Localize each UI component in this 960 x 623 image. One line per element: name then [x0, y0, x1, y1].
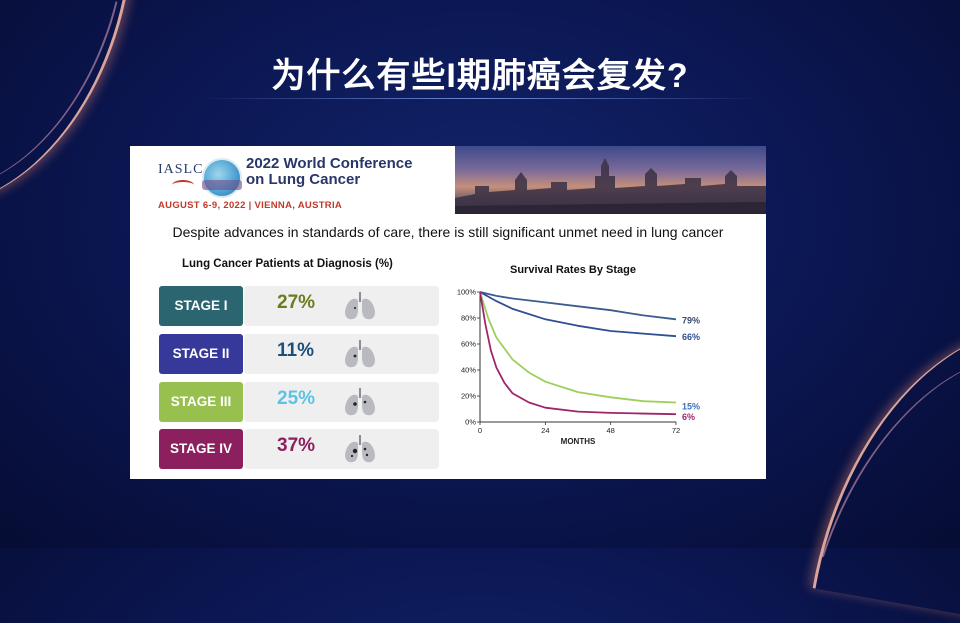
series-end-label: 79% [682, 315, 700, 325]
y-tick-label: 100% [457, 288, 477, 297]
embedded-slide-panel: IASLC 2022 World Conference on Lung Canc… [130, 146, 766, 479]
y-tick-label: 0% [465, 418, 476, 427]
x-tick-label: 48 [606, 426, 614, 435]
y-tick-label: 20% [461, 392, 476, 401]
y-tick-label: 40% [461, 366, 476, 375]
title-divider [198, 98, 762, 99]
x-tick-label: 24 [541, 426, 549, 435]
slide-subtitle: Despite advances in standards of care, t… [172, 224, 724, 240]
lung-icon [345, 388, 375, 416]
globe-icon [202, 158, 242, 198]
stage-label: STAGE III [159, 382, 243, 422]
stage-row-background [244, 286, 439, 326]
x-tick-label: 72 [672, 426, 680, 435]
decorative-swoosh [0, 0, 131, 232]
iaslc-wordmark: IASLC [158, 162, 204, 177]
slide-title: 为什么有些I期肺癌会复发? [271, 57, 689, 95]
stage-row-background [244, 334, 439, 374]
lung-icon [345, 435, 375, 463]
ribbon-icon [172, 180, 194, 190]
conference-logo: IASLC 2022 World Conference on Lung Canc… [158, 152, 418, 212]
stage-label: STAGE IV [159, 429, 243, 469]
stage-row: STAGE III 25% [159, 382, 439, 424]
diagnosis-heading: Lung Cancer Patients at Diagnosis (%) [182, 258, 393, 270]
y-tick-label: 80% [461, 314, 476, 323]
stage-row-background [244, 429, 439, 469]
globe-band [202, 180, 242, 190]
series-end-label: 66% [682, 332, 700, 342]
series-line [479, 291, 677, 416]
stage-row: STAGE I 27% [159, 286, 439, 328]
stage-percent: 11% [277, 340, 314, 361]
lung-icon [345, 340, 375, 368]
x-axis-title: MONTHS [561, 437, 596, 446]
city-skyline [455, 158, 766, 214]
x-tick-label: 0 [478, 426, 482, 435]
chart-title: Survival Rates By Stage [510, 264, 636, 276]
series-end-label: 6% [682, 412, 695, 422]
lung-icon [345, 292, 375, 320]
stage-percent: 27% [277, 292, 316, 313]
survival-chart: 0% 20% 40% 60% 80% 100% 0 24 48 72 MONTHS 79% 66% 15%… [457, 288, 700, 447]
stage-row-background [244, 382, 439, 422]
stage-label: STAGE I [159, 286, 243, 326]
series-line [479, 291, 677, 338]
stage-percent: 37% [277, 435, 316, 456]
conference-date-location: AUGUST 6-9, 2022 | VIENNA, AUSTRIA [158, 200, 343, 211]
decorative-swoosh [812, 292, 960, 623]
y-tick-label: 60% [461, 340, 476, 349]
conference-title: 2022 World Conference on Lung Cancer [246, 156, 412, 188]
stage-row: STAGE IV 37% [159, 429, 439, 471]
stage-row: STAGE II 11% [159, 334, 439, 376]
stage-label: STAGE II [159, 334, 243, 374]
conference-title-line2: on Lung Cancer [246, 171, 361, 188]
series-line [479, 291, 677, 321]
series-line [479, 291, 677, 404]
conference-title-line1: 2022 World Conference [246, 155, 413, 172]
stage-percent: 25% [277, 388, 316, 409]
series-end-label: 15% [682, 402, 700, 412]
